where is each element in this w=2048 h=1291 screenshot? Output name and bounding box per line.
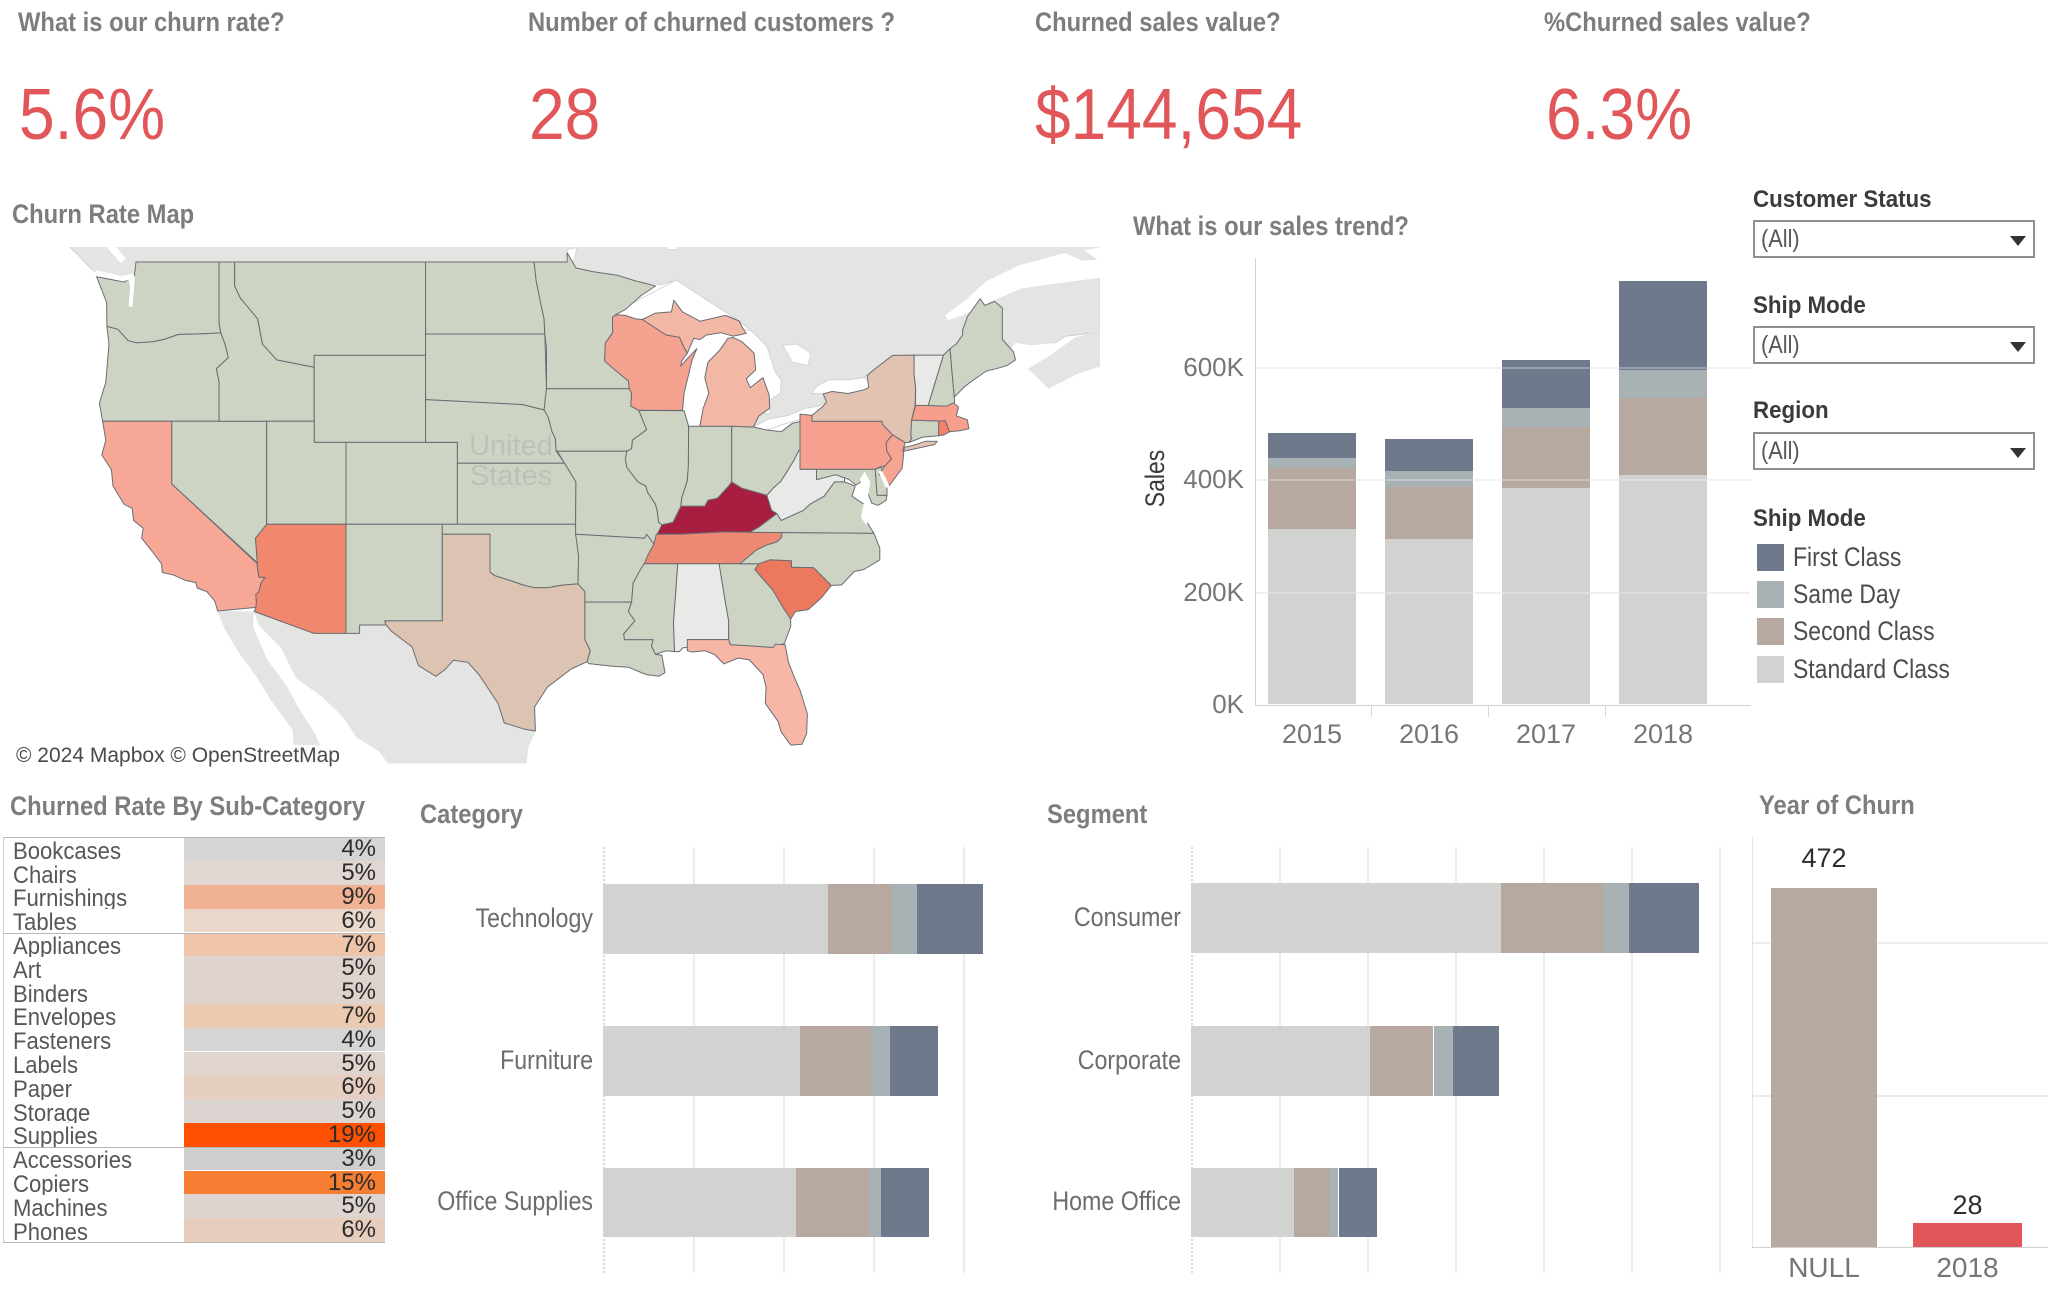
svg-text:United: United <box>469 430 553 462</box>
svg-text:States: States <box>470 460 552 492</box>
svg-text:© 2024 Mapbox © OpenStreetMap: © 2024 Mapbox © OpenStreetMap <box>16 744 340 767</box>
